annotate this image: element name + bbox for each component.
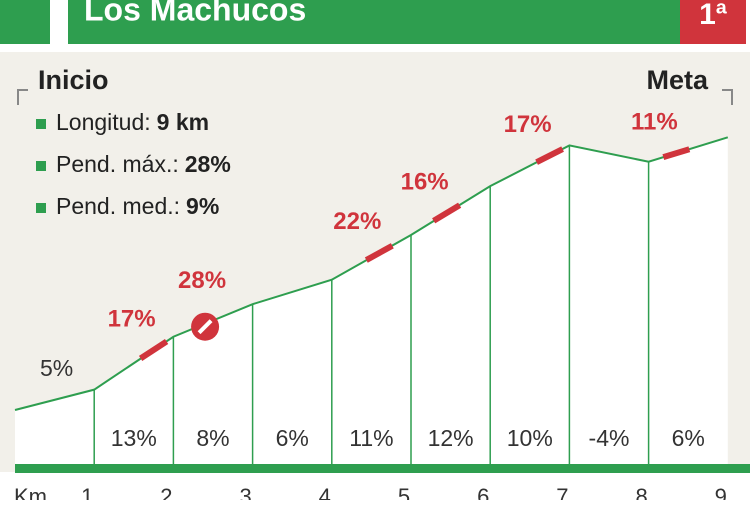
stat-label: Pend. med.:	[56, 193, 180, 219]
max-segment	[432, 202, 462, 224]
km-label: 1	[81, 484, 93, 500]
max-label: 17%	[504, 111, 552, 138]
stat-bullet	[36, 161, 46, 171]
gradient-label: 6%	[672, 425, 705, 451]
max-segment	[535, 146, 564, 165]
profile-area	[15, 137, 728, 464]
gradient-label: 5%	[40, 355, 73, 381]
km-label: 4	[319, 484, 331, 500]
stat: Longitud: 9 km	[56, 109, 209, 135]
max-label: 22%	[333, 208, 381, 235]
stat-value: 28%	[185, 151, 231, 177]
max-icon-slash	[197, 319, 213, 335]
max-segment	[662, 146, 691, 160]
panel-bracket	[17, 89, 733, 105]
start-label: Inicio	[38, 65, 109, 95]
stat-label: Pend. máx.:	[56, 151, 179, 177]
stat-label: Longitud:	[56, 109, 151, 135]
gradient-label: 12%	[428, 425, 474, 451]
stat-value: 9%	[186, 193, 219, 219]
gradient-label: 8%	[196, 425, 229, 451]
title: Los Machucos	[84, 0, 306, 27]
max-label: 16%	[401, 168, 449, 195]
stat: Pend. med.: 9%	[56, 193, 219, 219]
km-label: 3	[239, 484, 251, 500]
max-label: 17%	[108, 305, 156, 332]
x-axis-label: Km	[14, 484, 47, 500]
stat: Pend. máx.: 28%	[56, 151, 231, 177]
km-label: 8	[635, 484, 647, 500]
km-label: 9	[715, 484, 727, 500]
rank-box	[680, 0, 746, 44]
max-label: 11%	[631, 109, 678, 136]
gradient-label: 10%	[507, 425, 553, 451]
km-label: 2	[160, 484, 172, 500]
stat-value: 9 km	[157, 109, 209, 135]
gradient-label: 11%	[349, 425, 393, 451]
header-tab	[0, 0, 50, 44]
baseline	[15, 464, 750, 473]
gradient-label: 13%	[111, 425, 157, 451]
end-label: Meta	[646, 65, 708, 95]
header-bar	[68, 0, 680, 44]
max-segment	[364, 243, 394, 263]
max-segment	[138, 338, 169, 361]
max-label: 28%	[178, 267, 226, 294]
km-label: 5	[398, 484, 410, 500]
rank: 1ª	[699, 0, 728, 31]
stat-bullet	[36, 119, 46, 129]
gradient-label: 6%	[276, 425, 309, 451]
stat-bullet	[36, 203, 46, 213]
km-label: 6	[477, 484, 489, 500]
gradient-label: -4%	[589, 425, 630, 451]
km-label: 7	[556, 484, 568, 500]
